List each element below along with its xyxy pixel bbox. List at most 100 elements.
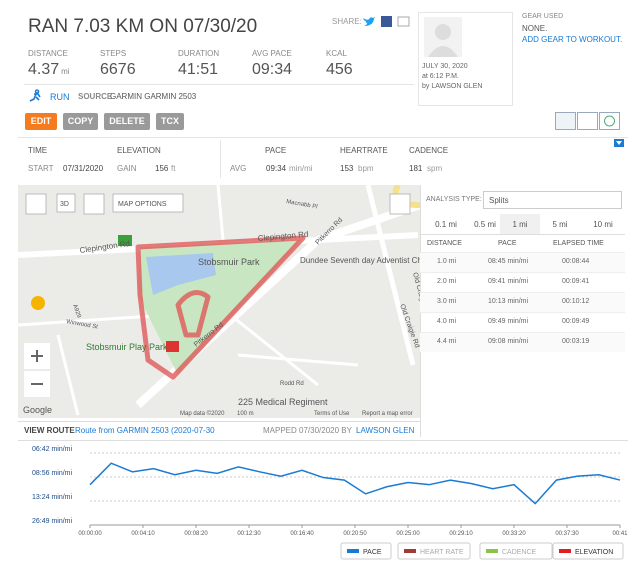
profile-user: by LAWSON GLEN (422, 83, 483, 90)
gear-label: GEAR USED (522, 13, 564, 20)
info-label: PACE (265, 146, 287, 155)
legend-btn[interactable] (397, 542, 471, 560)
facebook-icon[interactable] (381, 16, 392, 27)
x-tick-label: 00:12:30 (237, 531, 261, 537)
activity-type: RUN (50, 92, 70, 102)
gear-value: NONE. (522, 24, 548, 33)
stat-value: 6676 (100, 61, 136, 79)
split-header: DISTANCE (427, 240, 462, 247)
divider (18, 421, 420, 422)
x-tick-label: 00:00:00 (78, 531, 102, 537)
split-tab[interactable]: 10 mi (593, 220, 613, 229)
y-tick-label: 08:56 min/mi (32, 470, 73, 477)
stat-label: DURATION (178, 49, 220, 58)
map-label: Terms of Use (314, 411, 350, 417)
action-btn[interactable]: COPY (63, 113, 98, 130)
road (237, 353, 359, 367)
stat-number: 456 (326, 61, 353, 78)
info-label: GAIN (117, 164, 137, 173)
map-options-btn[interactable] (112, 193, 184, 213)
legend-label: HEART RATE (420, 549, 464, 556)
map-label: Report a map error (362, 411, 413, 417)
mail-icon[interactable] (397, 16, 410, 27)
twitter-icon[interactable] (363, 17, 375, 26)
action-btn[interactable]: DELETE (104, 113, 150, 130)
x-tick-label: 00:04:10 (131, 531, 155, 537)
action-btn[interactable]: TCX (156, 113, 184, 130)
y-tick-label: 06:42 min/mi (32, 446, 73, 453)
y-tick-label: 26:49 min/mi (32, 518, 73, 525)
legend-btn[interactable] (552, 542, 624, 560)
split-cell: 10:13 min/mi (488, 298, 529, 305)
view-route-label: VIEW ROUTE (24, 426, 75, 435)
x-tick-label: 00:25:00 (396, 531, 420, 537)
map-label: Winwood St (66, 319, 99, 331)
map-label: 100 m (237, 411, 254, 417)
icon-btn[interactable] (577, 112, 598, 130)
avatar[interactable] (424, 17, 462, 57)
source: GARMIN GARMIN 2503 (110, 92, 197, 101)
map-label: Google (23, 405, 52, 415)
x-tick-label: 00:33:20 (502, 531, 526, 537)
map-label: Stobsmuir Play Park (86, 342, 168, 352)
split-cell: 4.0 mi (437, 318, 457, 325)
map-label: 225 Medical Regiment (238, 397, 328, 407)
stat-number: 6676 (100, 61, 136, 78)
stat-value: 456 (326, 61, 353, 79)
x-tick-label: 00:41 (612, 531, 628, 537)
share-icons[interactable] (362, 15, 412, 29)
map-options: MAP OPTIONS (118, 201, 167, 208)
road (365, 185, 416, 366)
split-cell: 08:45 min/mi (488, 258, 529, 265)
split-tab[interactable]: 1 mi (500, 214, 540, 234)
legend-swatch (559, 549, 571, 553)
split-tab[interactable]: 0.1 mi (435, 220, 457, 229)
split-cell: 00:09:41 (562, 278, 590, 285)
split-cell: 09:41 min/mi (488, 278, 529, 285)
icon-btn[interactable] (599, 112, 620, 130)
info-value: 156 (155, 164, 169, 173)
icon-btn[interactable] (555, 112, 576, 130)
action-btn[interactable]: EDIT (25, 113, 57, 130)
map-label: Clepington Rd (257, 230, 308, 243)
profile-date: JULY 30, 2020 (422, 63, 468, 70)
x-tick-label: 00:08:20 (184, 531, 208, 537)
divider (18, 440, 628, 441)
split-cell: 00:10:12 (562, 298, 590, 305)
road (216, 185, 225, 241)
split-tab[interactable]: 5 mi (552, 220, 568, 229)
legend-btn[interactable] (340, 542, 392, 560)
map-label: Map data ©2020 (180, 410, 225, 417)
stat-number: 09:34 (252, 61, 293, 78)
map-btn (83, 193, 105, 215)
map-label: A929 (71, 304, 82, 320)
stat-value: 4.37 mi (28, 61, 70, 79)
info-label: HEARTRATE (340, 146, 388, 155)
split-row (420, 252, 625, 272)
legend-label: ELEVATION (575, 549, 613, 556)
profile-box (418, 12, 513, 106)
collapse[interactable] (614, 139, 624, 147)
analysis-select[interactable]: Splits (483, 191, 622, 209)
map-label: Dundee Seventh day Adventist Church (300, 256, 420, 265)
view-icons[interactable] (555, 112, 623, 130)
split-tab[interactable]: 0.5 mi (474, 220, 496, 229)
gear-link[interactable]: ADD GEAR TO WORKOUT. (522, 35, 623, 44)
stat-label: AVG PACE (252, 49, 292, 58)
stat-label: DISTANCE (28, 49, 68, 58)
map-label: Macnabb Pl (286, 199, 318, 210)
mapped-user[interactable]: LAWSON GLEN (356, 426, 415, 435)
stat-label: KCAL (326, 49, 347, 58)
info-value: 09:34 (266, 164, 287, 173)
split-cell: 1.0 mi (437, 258, 457, 265)
split-cell: 09:49 min/mi (488, 318, 529, 325)
legend-btn[interactable] (479, 542, 553, 560)
pace-line (89, 462, 621, 505)
info-value: 07/31/2020 (63, 164, 104, 173)
map-btn (389, 193, 411, 215)
road (217, 303, 319, 387)
info-label: AVG (230, 164, 247, 173)
info-label: START (28, 164, 54, 173)
route-link[interactable]: Route from GARMIN 2503 (2020-07-30 (75, 426, 215, 435)
